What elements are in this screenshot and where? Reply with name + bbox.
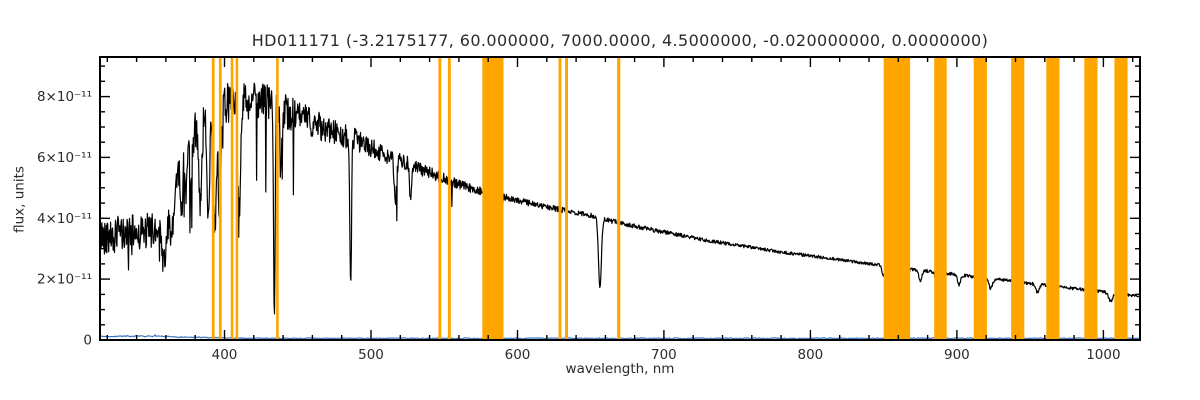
masked-band	[211, 57, 215, 340]
y-tick-label: 6×10⁻¹¹	[37, 150, 92, 166]
y-tick-label: 2×10⁻¹¹	[37, 272, 92, 288]
plot-frame	[99, 56, 1141, 341]
masked-band	[447, 57, 451, 340]
masked-bands-group	[211, 57, 1128, 340]
masked-band	[438, 57, 442, 340]
x-tick-label: 400	[212, 347, 238, 363]
masked-band	[1011, 57, 1025, 340]
masked-band	[1114, 57, 1128, 340]
y-axis-label: flux, units	[11, 166, 28, 233]
masked-band	[883, 57, 911, 340]
x-tick-label: 800	[798, 347, 824, 363]
y-tick-label: 0	[83, 333, 92, 349]
x-tick-label: 500	[358, 347, 384, 363]
masked-band	[934, 57, 947, 340]
masked-band	[1046, 57, 1060, 340]
masked-band	[230, 57, 234, 340]
y-tick-label: 8×10⁻¹¹	[37, 89, 92, 105]
masked-band	[973, 57, 987, 340]
x-tick-label: 600	[505, 347, 531, 363]
masked-band	[235, 57, 239, 340]
x-tick-label: 1000	[1086, 347, 1120, 363]
masked-band	[482, 57, 504, 340]
x-tick-label: 700	[651, 347, 677, 363]
x-axis-label: wavelength, nm	[565, 361, 675, 377]
y-tick-label: 4×10⁻¹¹	[37, 211, 92, 227]
masked-band	[218, 57, 222, 340]
tick-labels-group: 400 500 600 700 800 900 1000 0 2×10⁻¹¹ 4×10⁻¹¹ 6×1…	[37, 89, 1121, 363]
masked-band	[617, 57, 621, 340]
chart-title: HD011171 (-3.2175177, 60.000000, 7000.00…	[251, 31, 989, 50]
masked-band	[558, 57, 562, 340]
masked-band	[276, 57, 279, 340]
masked-band	[565, 57, 568, 340]
masked-band	[1084, 57, 1098, 340]
x-tick-label: 900	[944, 347, 970, 363]
